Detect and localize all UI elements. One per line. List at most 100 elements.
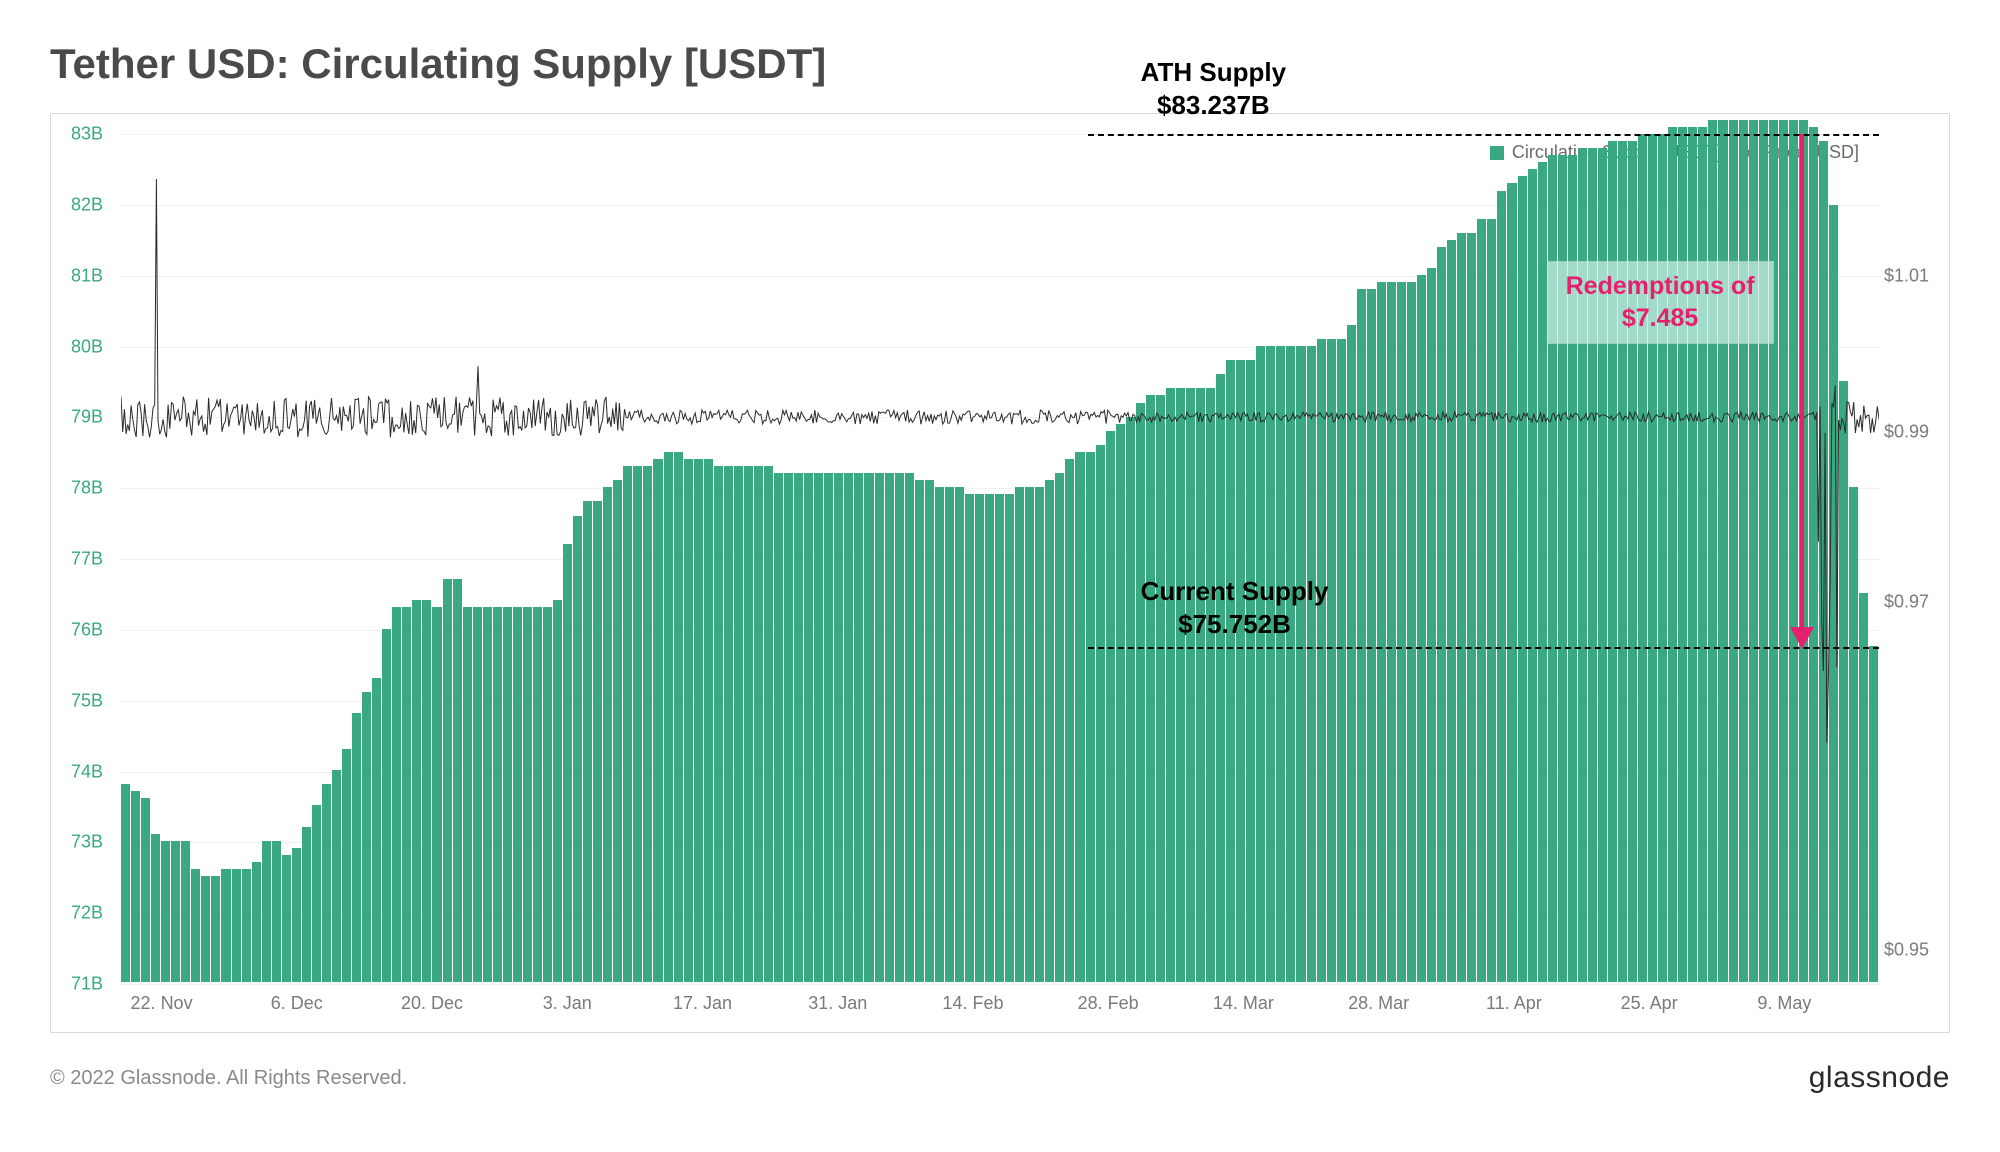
supply-bar <box>543 607 552 982</box>
supply-bar <box>402 607 411 982</box>
supply-bar <box>1116 424 1125 982</box>
supply-bar <box>322 784 331 982</box>
supply-bar <box>302 827 311 982</box>
supply-bar <box>603 487 612 982</box>
supply-bar <box>1086 452 1095 982</box>
supply-bar <box>292 848 301 982</box>
supply-bar <box>1246 360 1255 982</box>
supply-bar <box>1126 417 1135 982</box>
supply-bar <box>473 607 482 982</box>
supply-bar <box>312 805 321 982</box>
supply-bar <box>935 487 944 982</box>
supply-bar <box>824 473 833 982</box>
supply-bar <box>1286 346 1295 982</box>
y-left-tick: 81B <box>71 265 103 286</box>
supply-bar <box>563 544 572 982</box>
supply-bar <box>342 749 351 982</box>
supply-bar <box>1708 120 1717 982</box>
supply-bar <box>1075 452 1084 982</box>
copyright-text: © 2022 Glassnode. All Rights Reserved. <box>50 1067 407 1090</box>
supply-bar <box>754 466 763 982</box>
supply-bar <box>985 494 994 982</box>
supply-bar <box>201 876 210 982</box>
supply-bar <box>623 466 632 982</box>
redemption-value: $7.485 <box>1566 302 1755 335</box>
supply-bar <box>483 607 492 982</box>
supply-bar <box>734 466 743 982</box>
supply-bar <box>1176 388 1185 982</box>
x-tick: 3. Jan <box>543 993 592 1014</box>
supply-bar <box>643 466 652 982</box>
supply-bar <box>513 607 522 982</box>
supply-bar <box>191 869 200 982</box>
redemption-label: Redemptions of <box>1566 270 1755 303</box>
supply-bar <box>1427 268 1436 982</box>
annotation-redemption: Redemptions of $7.485 <box>1547 261 1774 344</box>
supply-bar <box>1206 388 1215 982</box>
supply-bar <box>864 473 873 982</box>
supply-bar <box>895 473 904 982</box>
redemption-arrow-head <box>1790 627 1814 649</box>
supply-bar <box>1819 141 1828 982</box>
supply-bar <box>684 459 693 982</box>
supply-bar <box>744 466 753 982</box>
y-left-tick: 82B <box>71 194 103 215</box>
supply-bar <box>443 579 452 982</box>
supply-bar <box>242 869 251 982</box>
supply-bar <box>875 473 884 982</box>
supply-bar <box>1045 480 1054 982</box>
supply-bar <box>664 452 673 982</box>
supply-bar <box>1538 162 1547 982</box>
x-tick: 11. Apr <box>1486 993 1542 1014</box>
supply-bar <box>1447 240 1456 982</box>
supply-bar <box>814 473 823 982</box>
supply-bar <box>503 607 512 982</box>
supply-bar <box>1327 339 1336 982</box>
x-tick: 28. Feb <box>1078 993 1139 1014</box>
supply-bar <box>1809 127 1818 982</box>
supply-bar <box>583 501 592 982</box>
x-tick: 25. Apr <box>1621 993 1678 1014</box>
supply-bar <box>171 841 180 982</box>
supply-bar <box>131 791 140 982</box>
supply-bar <box>1347 325 1356 982</box>
supply-bar <box>1437 247 1446 982</box>
y-left-tick: 71B <box>71 974 103 995</box>
supply-bar <box>633 466 642 982</box>
supply-bar <box>1789 120 1798 982</box>
y-left-tick: 73B <box>71 832 103 853</box>
supply-bar <box>1337 339 1346 982</box>
supply-bar <box>1226 360 1235 982</box>
supply-bar <box>232 869 241 982</box>
annotation-ath: ATH Supply $83.237B <box>1141 56 1286 121</box>
brand-logo: glassnode <box>1809 1061 1950 1095</box>
annotation-current: Current Supply $75.752B <box>1141 575 1329 640</box>
supply-bar <box>412 600 421 982</box>
supply-bar <box>1859 593 1868 982</box>
supply-bar <box>1497 191 1506 982</box>
ath-value: $83.237B <box>1141 89 1286 122</box>
supply-bar <box>1749 120 1758 982</box>
supply-bar <box>1407 282 1416 982</box>
supply-bar <box>653 459 662 982</box>
supply-bar <box>553 600 562 982</box>
supply-bar <box>724 466 733 982</box>
supply-bar <box>1839 381 1848 982</box>
y-left-tick: 80B <box>71 336 103 357</box>
redemption-arrow <box>1800 134 1804 629</box>
supply-bar <box>1166 388 1175 982</box>
supply-bar <box>955 487 964 982</box>
supply-bar <box>1387 282 1396 982</box>
supply-bar <box>1276 346 1285 982</box>
supply-bar <box>151 834 160 982</box>
supply-bar <box>1528 169 1537 982</box>
supply-bar <box>613 480 622 982</box>
y-left-tick: 78B <box>71 478 103 499</box>
supply-bar <box>573 516 582 982</box>
y-right-tick: $0.99 <box>1884 421 1929 442</box>
supply-bar <box>493 607 502 982</box>
x-tick: 14. Feb <box>942 993 1003 1014</box>
current-value: $75.752B <box>1141 608 1329 641</box>
x-tick: 22. Nov <box>131 993 193 1014</box>
supply-bar <box>704 459 713 982</box>
